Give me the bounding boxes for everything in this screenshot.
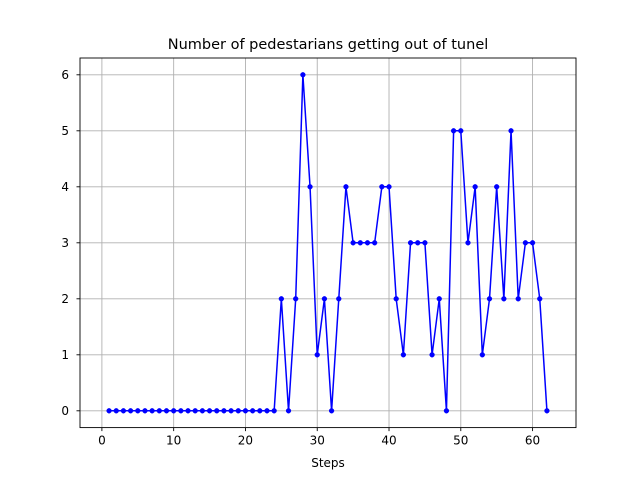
data-point bbox=[429, 352, 435, 358]
chart-title: Number of pedestarians getting out of tu… bbox=[168, 37, 489, 53]
data-point bbox=[393, 296, 399, 302]
data-point bbox=[271, 408, 277, 414]
x-tick-label: 20 bbox=[238, 434, 253, 448]
x-tick-label: 30 bbox=[310, 434, 325, 448]
data-point bbox=[458, 128, 464, 134]
data-point bbox=[379, 184, 385, 190]
data-point bbox=[206, 408, 213, 414]
data-point bbox=[515, 296, 521, 302]
data-point bbox=[127, 408, 134, 414]
data-point bbox=[343, 184, 349, 190]
data-point bbox=[163, 408, 170, 414]
data-point bbox=[407, 240, 414, 246]
data-point bbox=[450, 128, 457, 134]
data-point bbox=[242, 408, 249, 414]
data-point bbox=[486, 296, 493, 302]
data-point bbox=[479, 352, 485, 358]
data-point bbox=[328, 408, 335, 414]
data-point bbox=[228, 408, 234, 414]
data-point bbox=[508, 128, 514, 134]
series-layer bbox=[106, 72, 550, 414]
data-point bbox=[321, 296, 328, 302]
x-tick-label: 10 bbox=[166, 434, 181, 448]
data-point bbox=[149, 408, 155, 414]
y-tick-label: 6 bbox=[61, 68, 69, 82]
data-point bbox=[386, 184, 392, 190]
data-point bbox=[178, 408, 184, 414]
data-point bbox=[465, 240, 471, 246]
y-axis: 0 1 2 3 4 5 6 bbox=[61, 68, 80, 418]
data-point bbox=[422, 240, 428, 246]
data-point bbox=[357, 240, 363, 246]
y-tick-label: 1 bbox=[61, 348, 69, 362]
data-point bbox=[192, 408, 198, 414]
grid bbox=[80, 58, 576, 428]
data-point bbox=[278, 296, 284, 302]
data-point bbox=[257, 408, 263, 414]
data-point bbox=[314, 352, 320, 358]
y-tick-label: 2 bbox=[61, 292, 69, 306]
data-point bbox=[544, 408, 550, 414]
x-tick-label: 60 bbox=[525, 434, 540, 448]
data-point bbox=[400, 352, 407, 358]
data-point bbox=[249, 408, 256, 414]
data-point bbox=[199, 408, 206, 414]
data-point bbox=[364, 240, 371, 246]
data-point bbox=[415, 240, 421, 246]
data-point bbox=[106, 408, 112, 414]
data-point bbox=[142, 408, 148, 414]
x-tick-label: 50 bbox=[453, 434, 468, 448]
x-axis-label: Steps bbox=[311, 456, 345, 470]
y-tick-label: 5 bbox=[61, 124, 69, 138]
data-point bbox=[156, 408, 162, 414]
data-point bbox=[264, 408, 270, 414]
data-point bbox=[185, 408, 191, 414]
data-point bbox=[235, 408, 241, 414]
data-point bbox=[293, 296, 299, 302]
data-point bbox=[113, 408, 119, 414]
x-tick-label: 0 bbox=[98, 434, 106, 448]
data-point bbox=[135, 408, 141, 414]
y-tick-label: 3 bbox=[61, 236, 69, 250]
data-point bbox=[529, 240, 536, 246]
y-tick-label: 0 bbox=[61, 404, 69, 418]
data-point bbox=[350, 240, 356, 246]
data-point bbox=[522, 240, 529, 246]
data-point bbox=[285, 408, 292, 414]
data-point bbox=[501, 296, 507, 302]
data-point bbox=[120, 408, 127, 414]
data-point bbox=[221, 408, 227, 414]
data-point bbox=[436, 296, 442, 302]
x-tick-label: 40 bbox=[381, 434, 396, 448]
data-point bbox=[336, 296, 342, 302]
data-point bbox=[307, 184, 313, 190]
data-point bbox=[443, 408, 450, 414]
data-point bbox=[494, 184, 500, 190]
data-point bbox=[472, 184, 478, 190]
data-point bbox=[372, 240, 378, 246]
y-tick-label: 4 bbox=[61, 180, 69, 194]
data-point bbox=[300, 72, 306, 78]
data-point bbox=[214, 408, 220, 414]
data-point bbox=[537, 296, 543, 302]
x-axis: 0 10 20 30 40 50 60 bbox=[98, 427, 540, 448]
data-point bbox=[171, 408, 177, 414]
